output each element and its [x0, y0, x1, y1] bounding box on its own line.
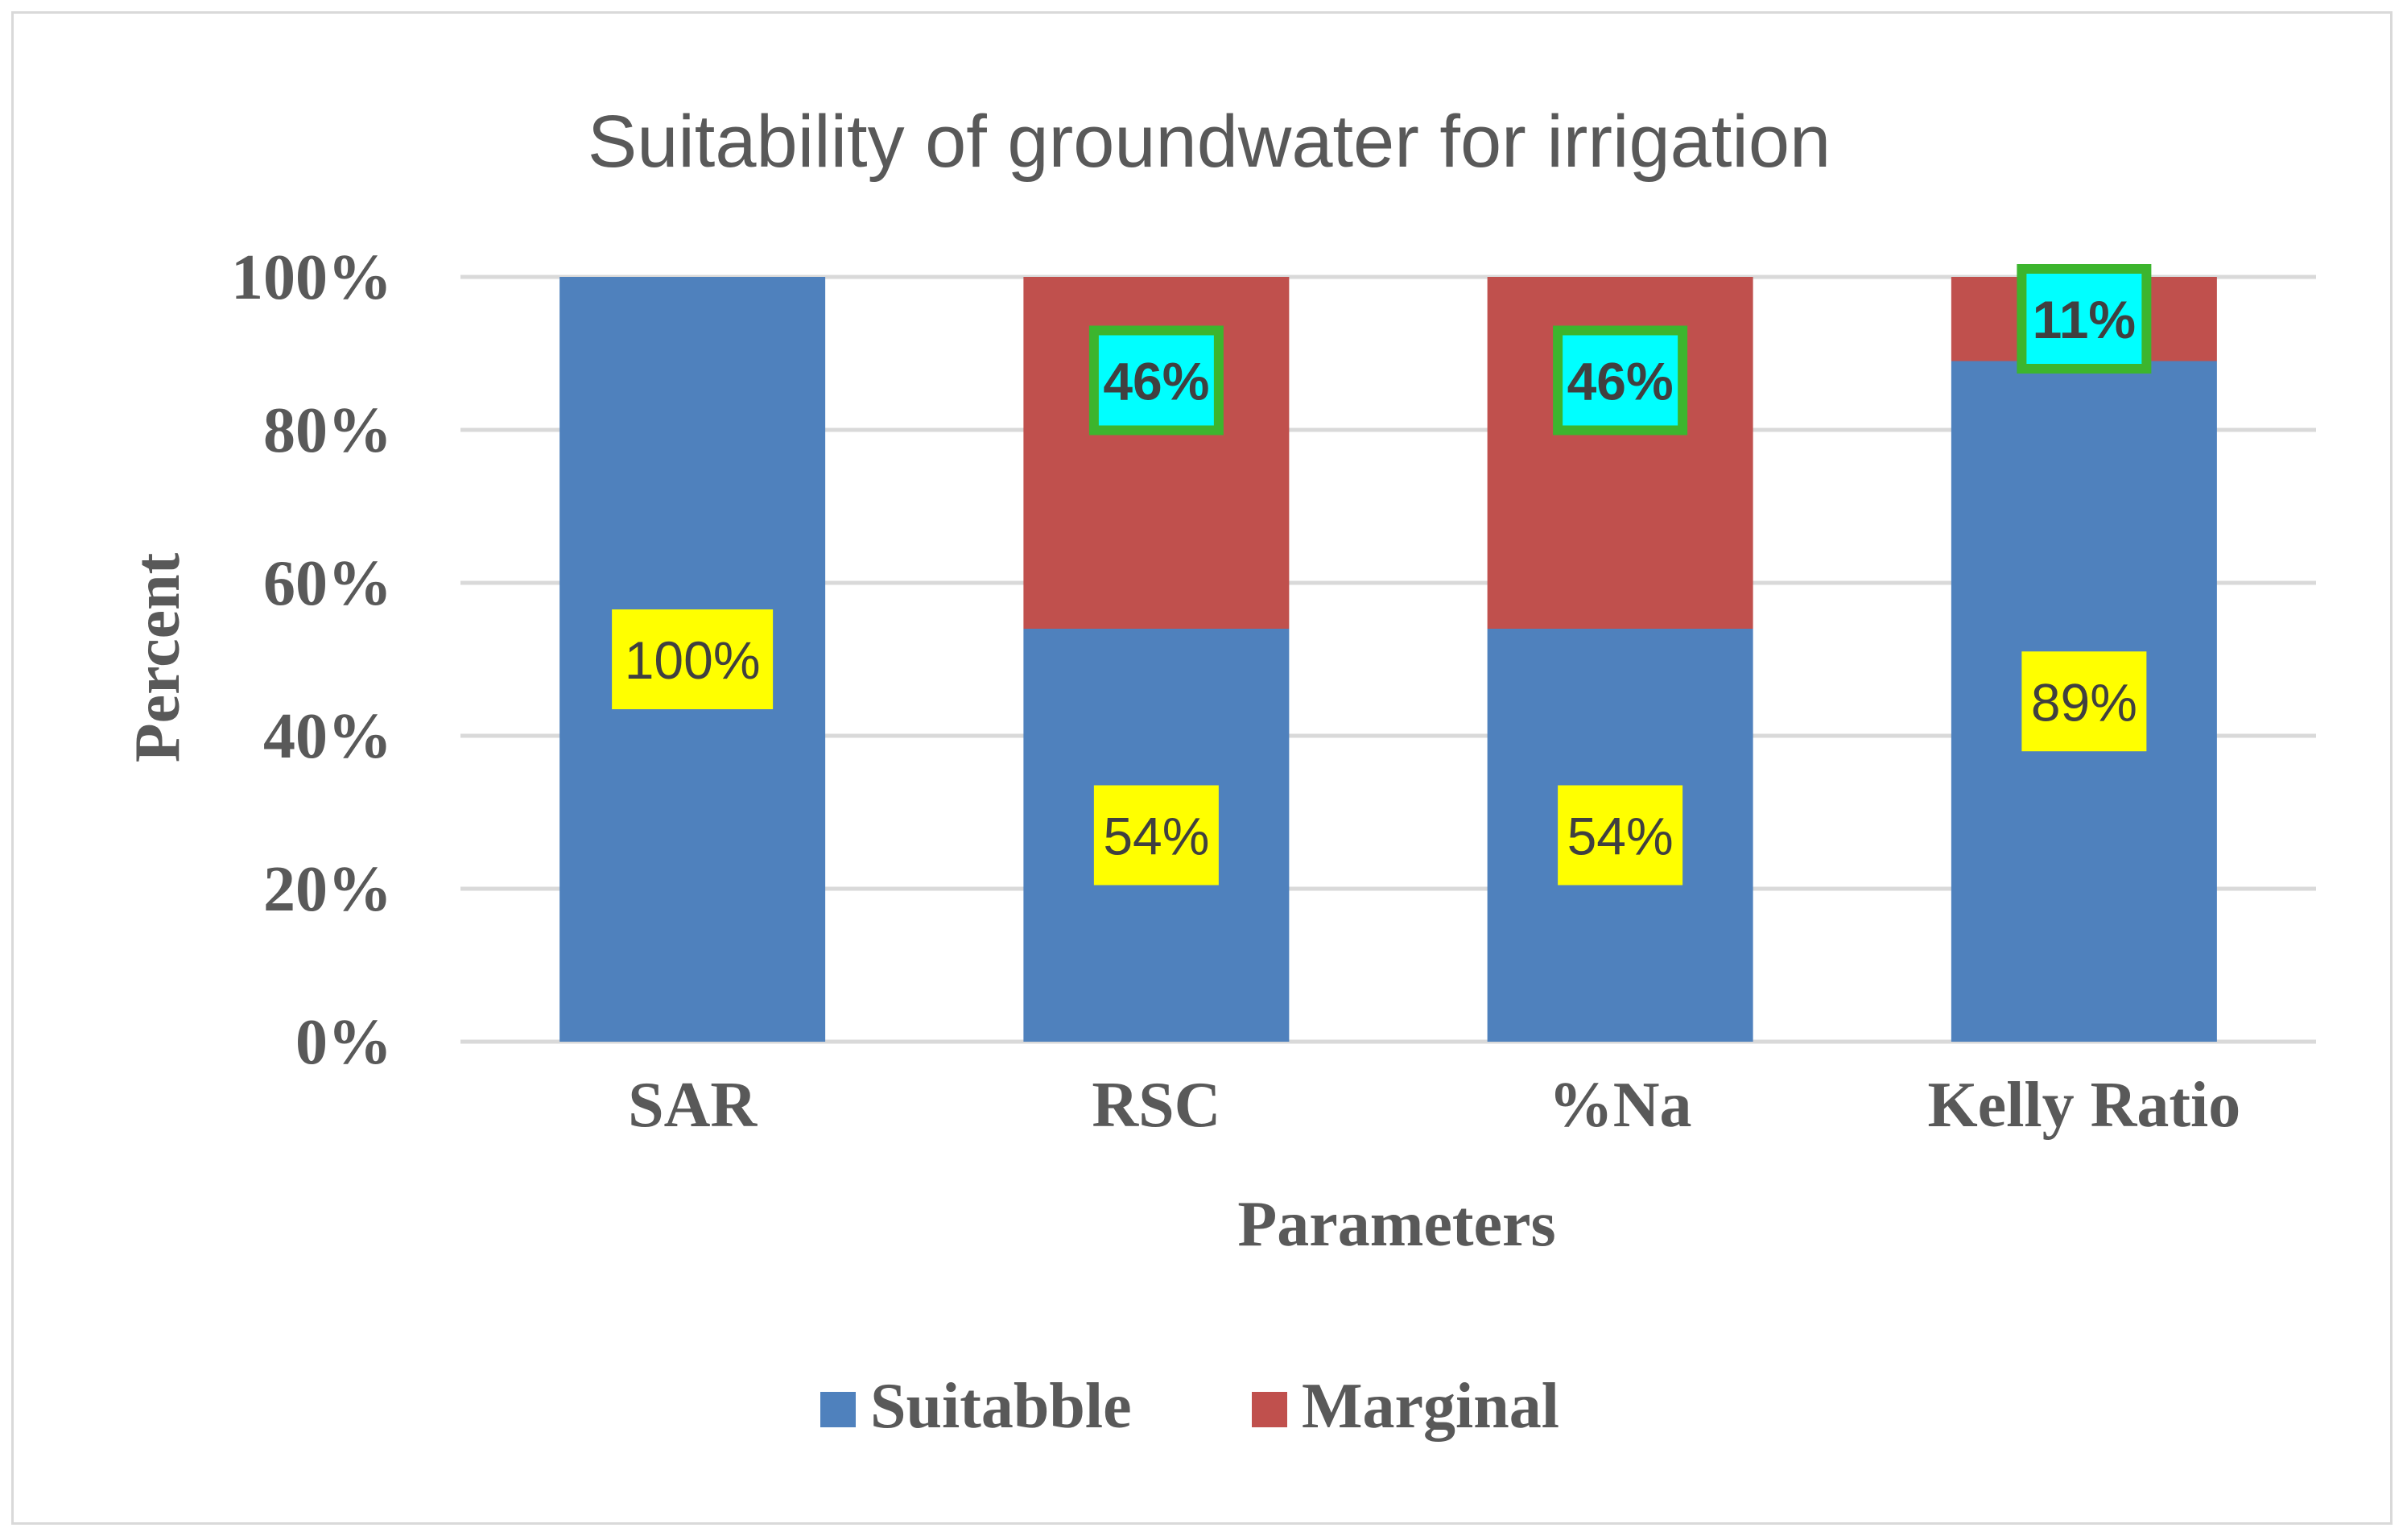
data-label: 100%: [625, 630, 761, 690]
x-tick-label: SAR: [628, 1070, 758, 1141]
y-tick-label: 60%: [263, 548, 392, 619]
x-tick-label: Kelly Ratio: [1927, 1070, 2240, 1141]
chart-frame: Suitability of groundwater for irrigatio…: [11, 11, 2393, 1525]
data-label-box: [1088, 325, 1224, 436]
data-label-box: [1558, 785, 1683, 886]
y-tick-labels: 0% 20% 40% 60% 80% 100%: [231, 242, 392, 1078]
y-tick-label: 20%: [263, 854, 392, 925]
data-label: 46%: [1103, 352, 1209, 411]
bars: [559, 277, 2217, 1042]
legend: Suitabble Marginal: [820, 1371, 1559, 1442]
y-tick-label: 0%: [295, 1007, 392, 1078]
data-label: 11%: [2033, 290, 2136, 349]
data-label-box: [1093, 785, 1219, 886]
data-label: 54%: [1103, 807, 1209, 866]
x-axis-title: Parameters: [1237, 1189, 1555, 1260]
data-labels: 100% 54% 46% 54% 46% 89% 11%: [612, 264, 2152, 886]
x-tick-labels: SAR RSC %Na Kelly Ratio: [628, 1070, 2240, 1141]
y-tick-label: 100%: [231, 242, 392, 313]
x-tick-label: RSC: [1092, 1070, 1220, 1141]
y-tick-label: 80%: [263, 395, 392, 466]
data-label-box: [2021, 651, 2147, 752]
y-axis-title: Percent: [122, 552, 193, 762]
data-label: 89%: [2031, 672, 2137, 732]
legend-label-suitabble: Suitabble: [870, 1371, 1132, 1442]
legend-swatch-suitabble: [820, 1392, 856, 1427]
data-label-box: [1553, 325, 1688, 436]
y-tick-label: 40%: [263, 701, 392, 772]
data-label: 46%: [1567, 352, 1674, 411]
data-label-box: [612, 609, 774, 709]
chart-title: Suitability of groundwater for irrigatio…: [588, 101, 1831, 183]
x-tick-label: %Na: [1549, 1070, 1692, 1141]
data-label-box: [2017, 264, 2152, 374]
legend-label-marginal: Marginal: [1302, 1371, 1559, 1442]
chart-svg: Suitability of groundwater for irrigatio…: [122, 101, 2316, 1442]
legend-swatch-marginal: [1252, 1392, 1287, 1427]
data-label: 54%: [1567, 807, 1674, 866]
